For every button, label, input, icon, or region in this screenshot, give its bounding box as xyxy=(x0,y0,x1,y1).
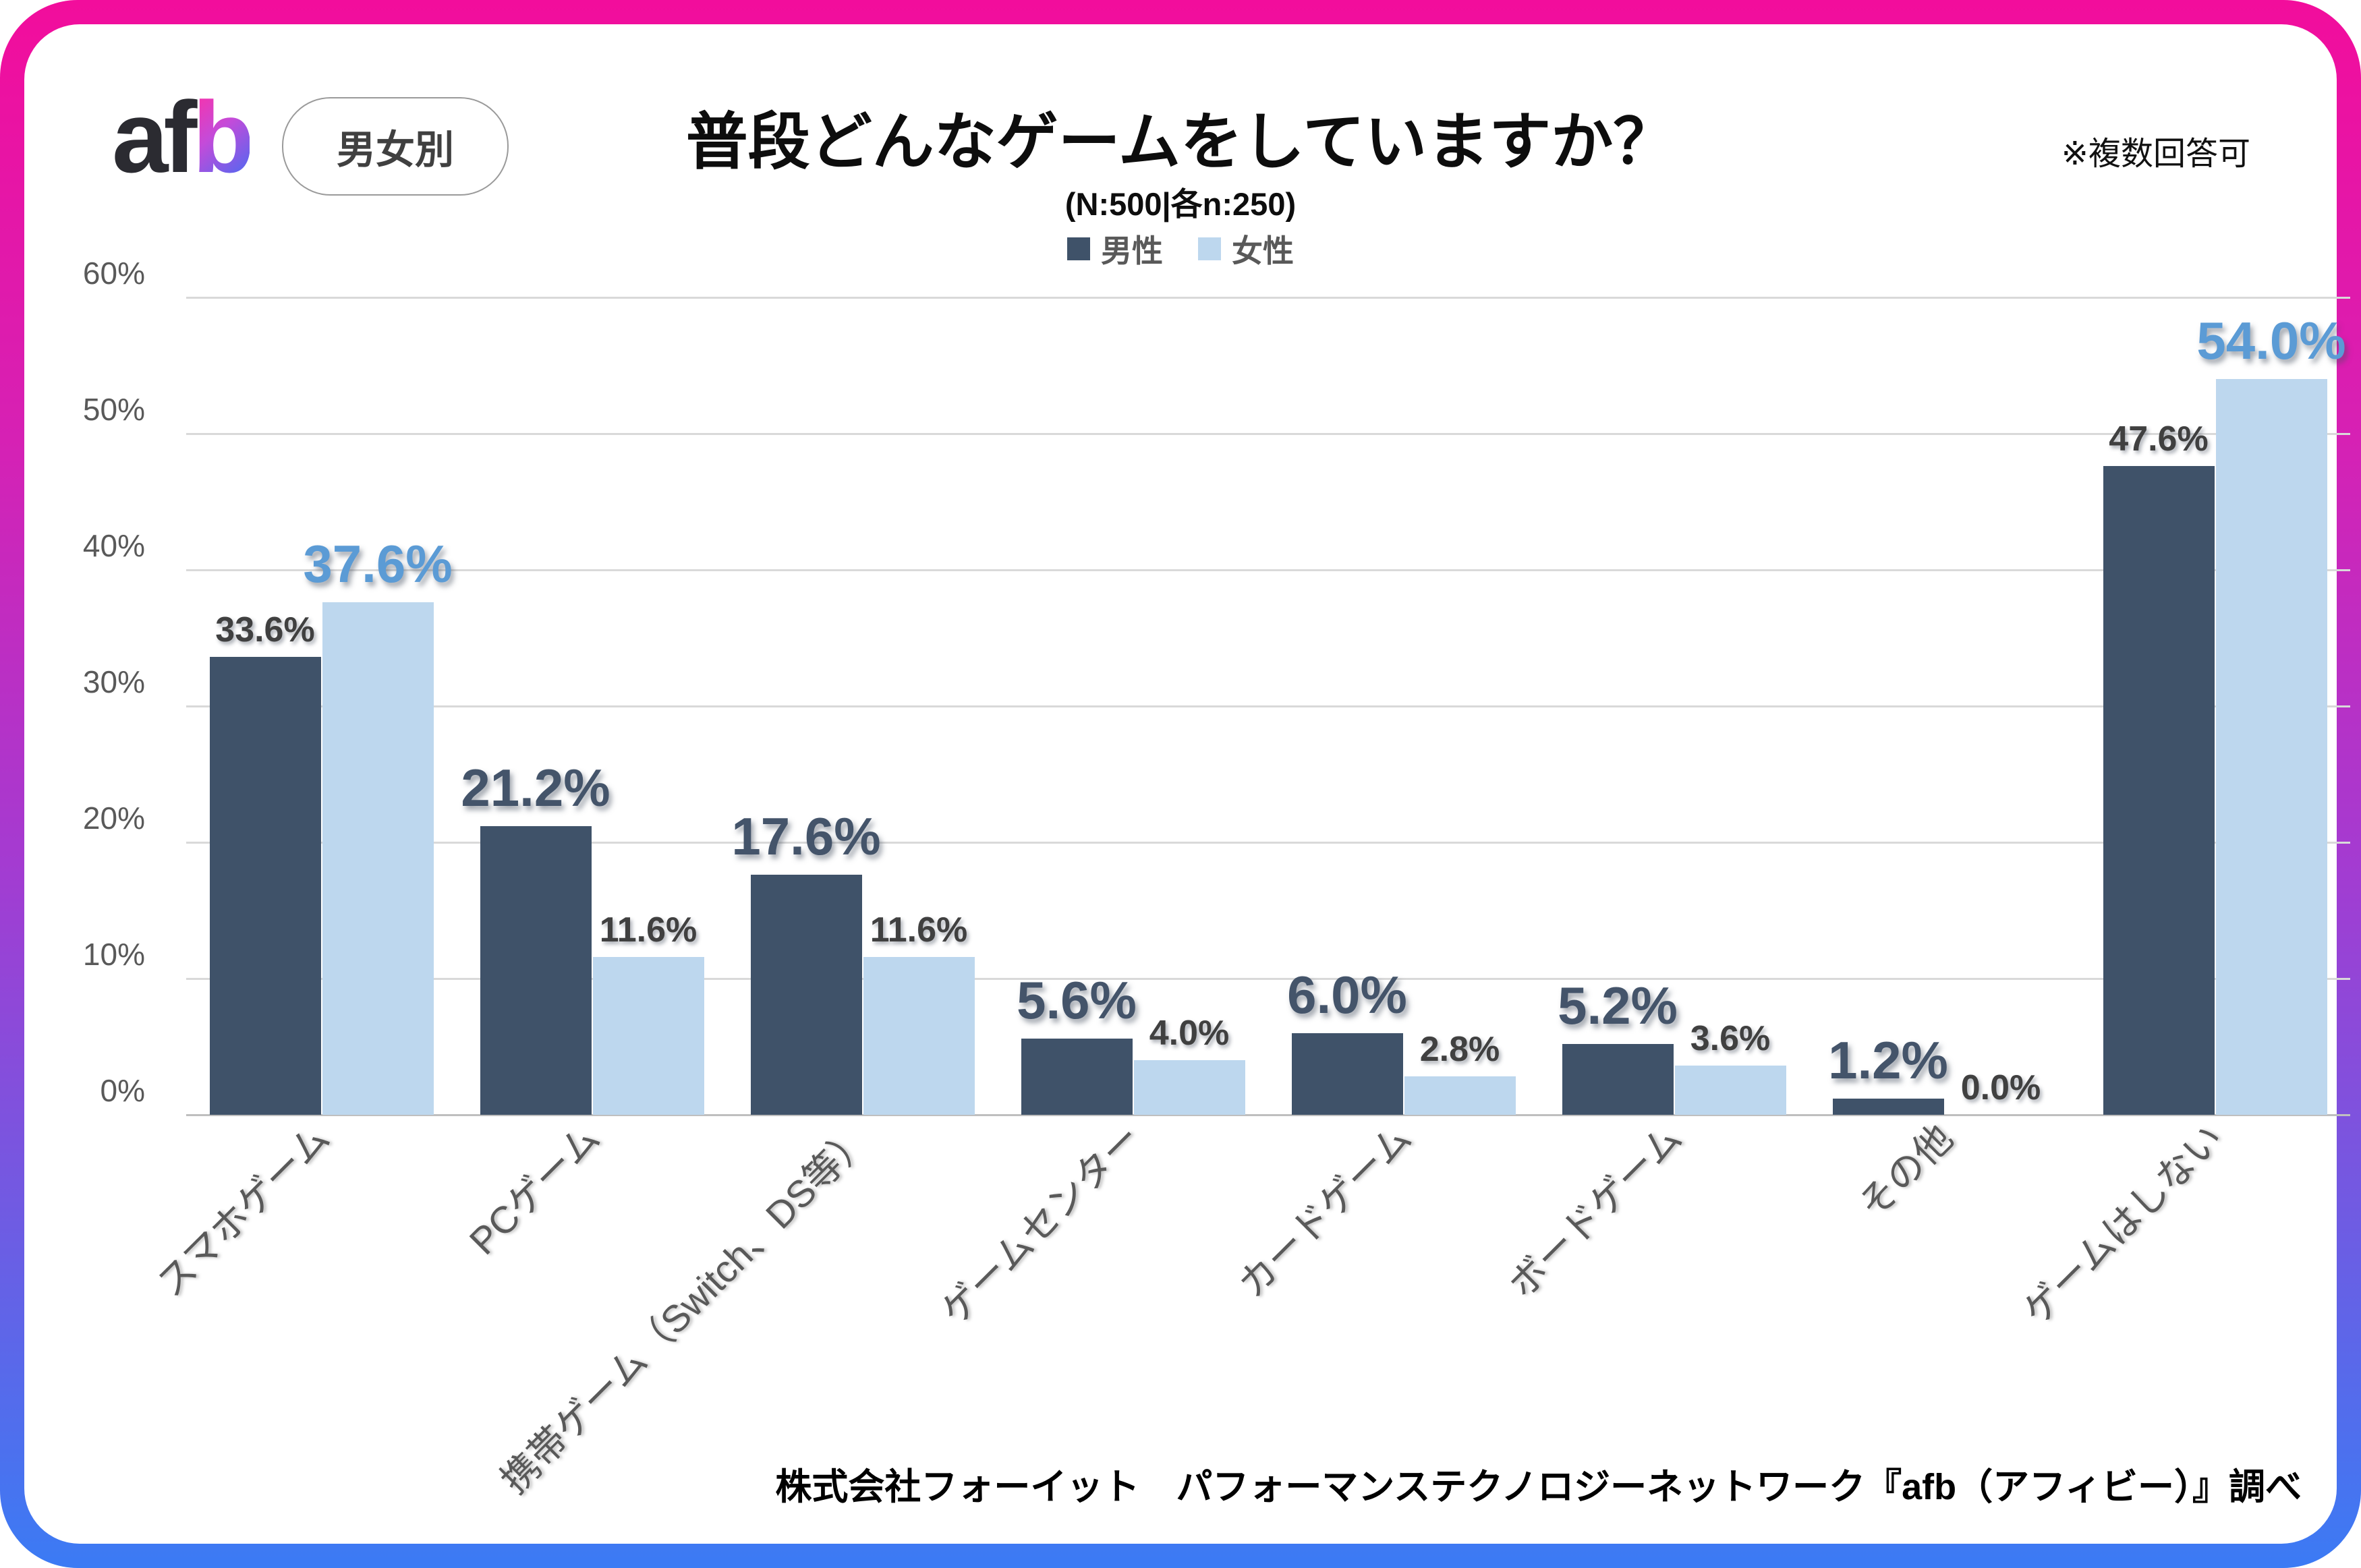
bar-female-4 xyxy=(1133,1060,1245,1115)
legend-swatch-male xyxy=(1067,237,1090,260)
y-axis-tick-label-40: 40% xyxy=(82,528,145,563)
bar-value-label-female-3: 11.6% xyxy=(870,910,968,950)
legend-item-male: 男性 xyxy=(1067,227,1163,271)
multiple-answers-note: ※複数回答可 xyxy=(2061,136,2250,172)
bar-female-5 xyxy=(1404,1076,1516,1115)
gender-split-badge-label: 男女別 xyxy=(336,128,454,172)
legend-item-female: 女性 xyxy=(1198,227,1294,271)
bar-value-label-female-4: 4.0% xyxy=(1149,1014,1230,1053)
bar-group-4: 5.6% 4.0% xyxy=(998,297,1268,1115)
bar-male-1 xyxy=(209,657,321,1115)
bar-value-label-male-6: 5.2% xyxy=(1558,975,1678,1035)
bar-male-3 xyxy=(750,875,862,1115)
bar-male-4 xyxy=(1021,1038,1133,1115)
bar-group-6: 5.2% 3.6% xyxy=(1539,297,1809,1115)
x-axis-label-7: その他 xyxy=(1850,1116,1961,1227)
gridline-30 xyxy=(186,705,2350,707)
y-axis-tick-label-20: 20% xyxy=(82,801,145,836)
legend-swatch-female xyxy=(1198,237,1221,260)
bar-male-6 xyxy=(1562,1043,1674,1115)
bar-group-1: 33.6% 37.6% xyxy=(186,297,457,1115)
bar-male-7 xyxy=(1832,1098,1944,1115)
content-card: afb 男女別 普段どんなゲームをしていますか？ (N:500|各n:250) … xyxy=(24,24,2350,1544)
bar-male-2 xyxy=(480,825,592,1115)
bar-value-label-male-3: 17.6% xyxy=(731,807,881,867)
bar-value-label-male-1: 33.6% xyxy=(215,610,315,650)
bar-female-3 xyxy=(863,956,975,1115)
afb-logo-dark-part: af xyxy=(112,80,197,194)
bar-value-label-female-6: 3.6% xyxy=(1690,1019,1771,1059)
bar-value-label-female-7: 0.0% xyxy=(1960,1068,2041,1107)
bar-value-label-female-8: 54.0% xyxy=(2196,311,2346,371)
afb-logo: afb xyxy=(112,86,254,187)
gridline-10 xyxy=(186,977,2350,980)
y-axis-tick-label-60: 60% xyxy=(82,256,145,291)
bar-group-8: 47.6% 54.0% xyxy=(2080,297,2350,1115)
bar-value-label-male-2: 21.2% xyxy=(461,757,610,817)
source-attribution: 株式会社フォーイット パフォーマンステクノロジーネットワーク『afb（アフィビー… xyxy=(775,1467,2302,1507)
gridline-0 xyxy=(186,1113,2350,1116)
x-axis-label-4: ゲームセンター xyxy=(932,1116,1149,1333)
legend: 男性 女性 xyxy=(24,227,2337,271)
bar-group-2: 21.2% 11.6% xyxy=(457,297,727,1115)
y-axis-tick-label-50: 50% xyxy=(82,392,145,427)
bar-value-label-male-8: 47.6% xyxy=(2109,419,2209,459)
gridline-20 xyxy=(186,841,2350,844)
bar-group-3: 17.6% 11.6% xyxy=(727,297,998,1115)
x-axis-label-5: カードゲーム xyxy=(1230,1116,1420,1306)
bar-male-5 xyxy=(1291,1033,1403,1115)
bar-group-7: 1.2% 0.0% xyxy=(1809,297,2080,1115)
bar-female-6 xyxy=(1674,1066,1786,1115)
bar-female-2 xyxy=(592,956,704,1115)
afb-logo-gradient-part: b xyxy=(192,80,254,194)
bar-female-1 xyxy=(322,602,434,1115)
gridline-50 xyxy=(186,432,2350,435)
chart-subtitle: (N:500|各n:250) xyxy=(1064,186,1297,222)
y-axis-tick-label-0: 0% xyxy=(100,1073,145,1108)
bar-value-label-female-1: 37.6% xyxy=(303,534,453,594)
x-axis-label-1: スマホゲーム xyxy=(148,1116,338,1305)
x-axis-label-6: ボードゲーム xyxy=(1500,1116,1690,1306)
legend-label-female: 女性 xyxy=(1232,233,1294,268)
y-axis-tick-label-10: 10% xyxy=(82,937,145,972)
x-axis-label-8: ゲームはしない xyxy=(2014,1116,2231,1333)
bar-value-label-male-7: 1.2% xyxy=(1828,1030,1948,1090)
bar-male-8 xyxy=(2103,466,2215,1115)
plot-area: 33.6% 37.6% 21.2% 11.6% 17.6% 11.6% 5.6% 4.0% 6.… xyxy=(186,296,2350,1116)
bar-female-8 xyxy=(2215,379,2327,1115)
bar-group-5: 6.0% 2.8% xyxy=(1268,297,1539,1115)
y-axis-tick-label-30: 30% xyxy=(82,664,145,699)
gender-split-badge: 男女別 xyxy=(282,97,509,196)
chart-title: 普段どんなゲームをしていますか？ xyxy=(685,108,1676,177)
gridline-60 xyxy=(186,296,2350,299)
bar-value-label-female-2: 11.6% xyxy=(599,910,698,950)
bar-value-label-male-5: 6.0% xyxy=(1287,964,1407,1024)
bar-value-label-female-5: 2.8% xyxy=(1419,1030,1500,1070)
bar-value-label-male-4: 5.6% xyxy=(1017,970,1137,1030)
gridline-40 xyxy=(186,569,2350,571)
x-axis-label-2: PCゲーム xyxy=(461,1116,608,1263)
legend-label-male: 男性 xyxy=(1101,233,1163,268)
